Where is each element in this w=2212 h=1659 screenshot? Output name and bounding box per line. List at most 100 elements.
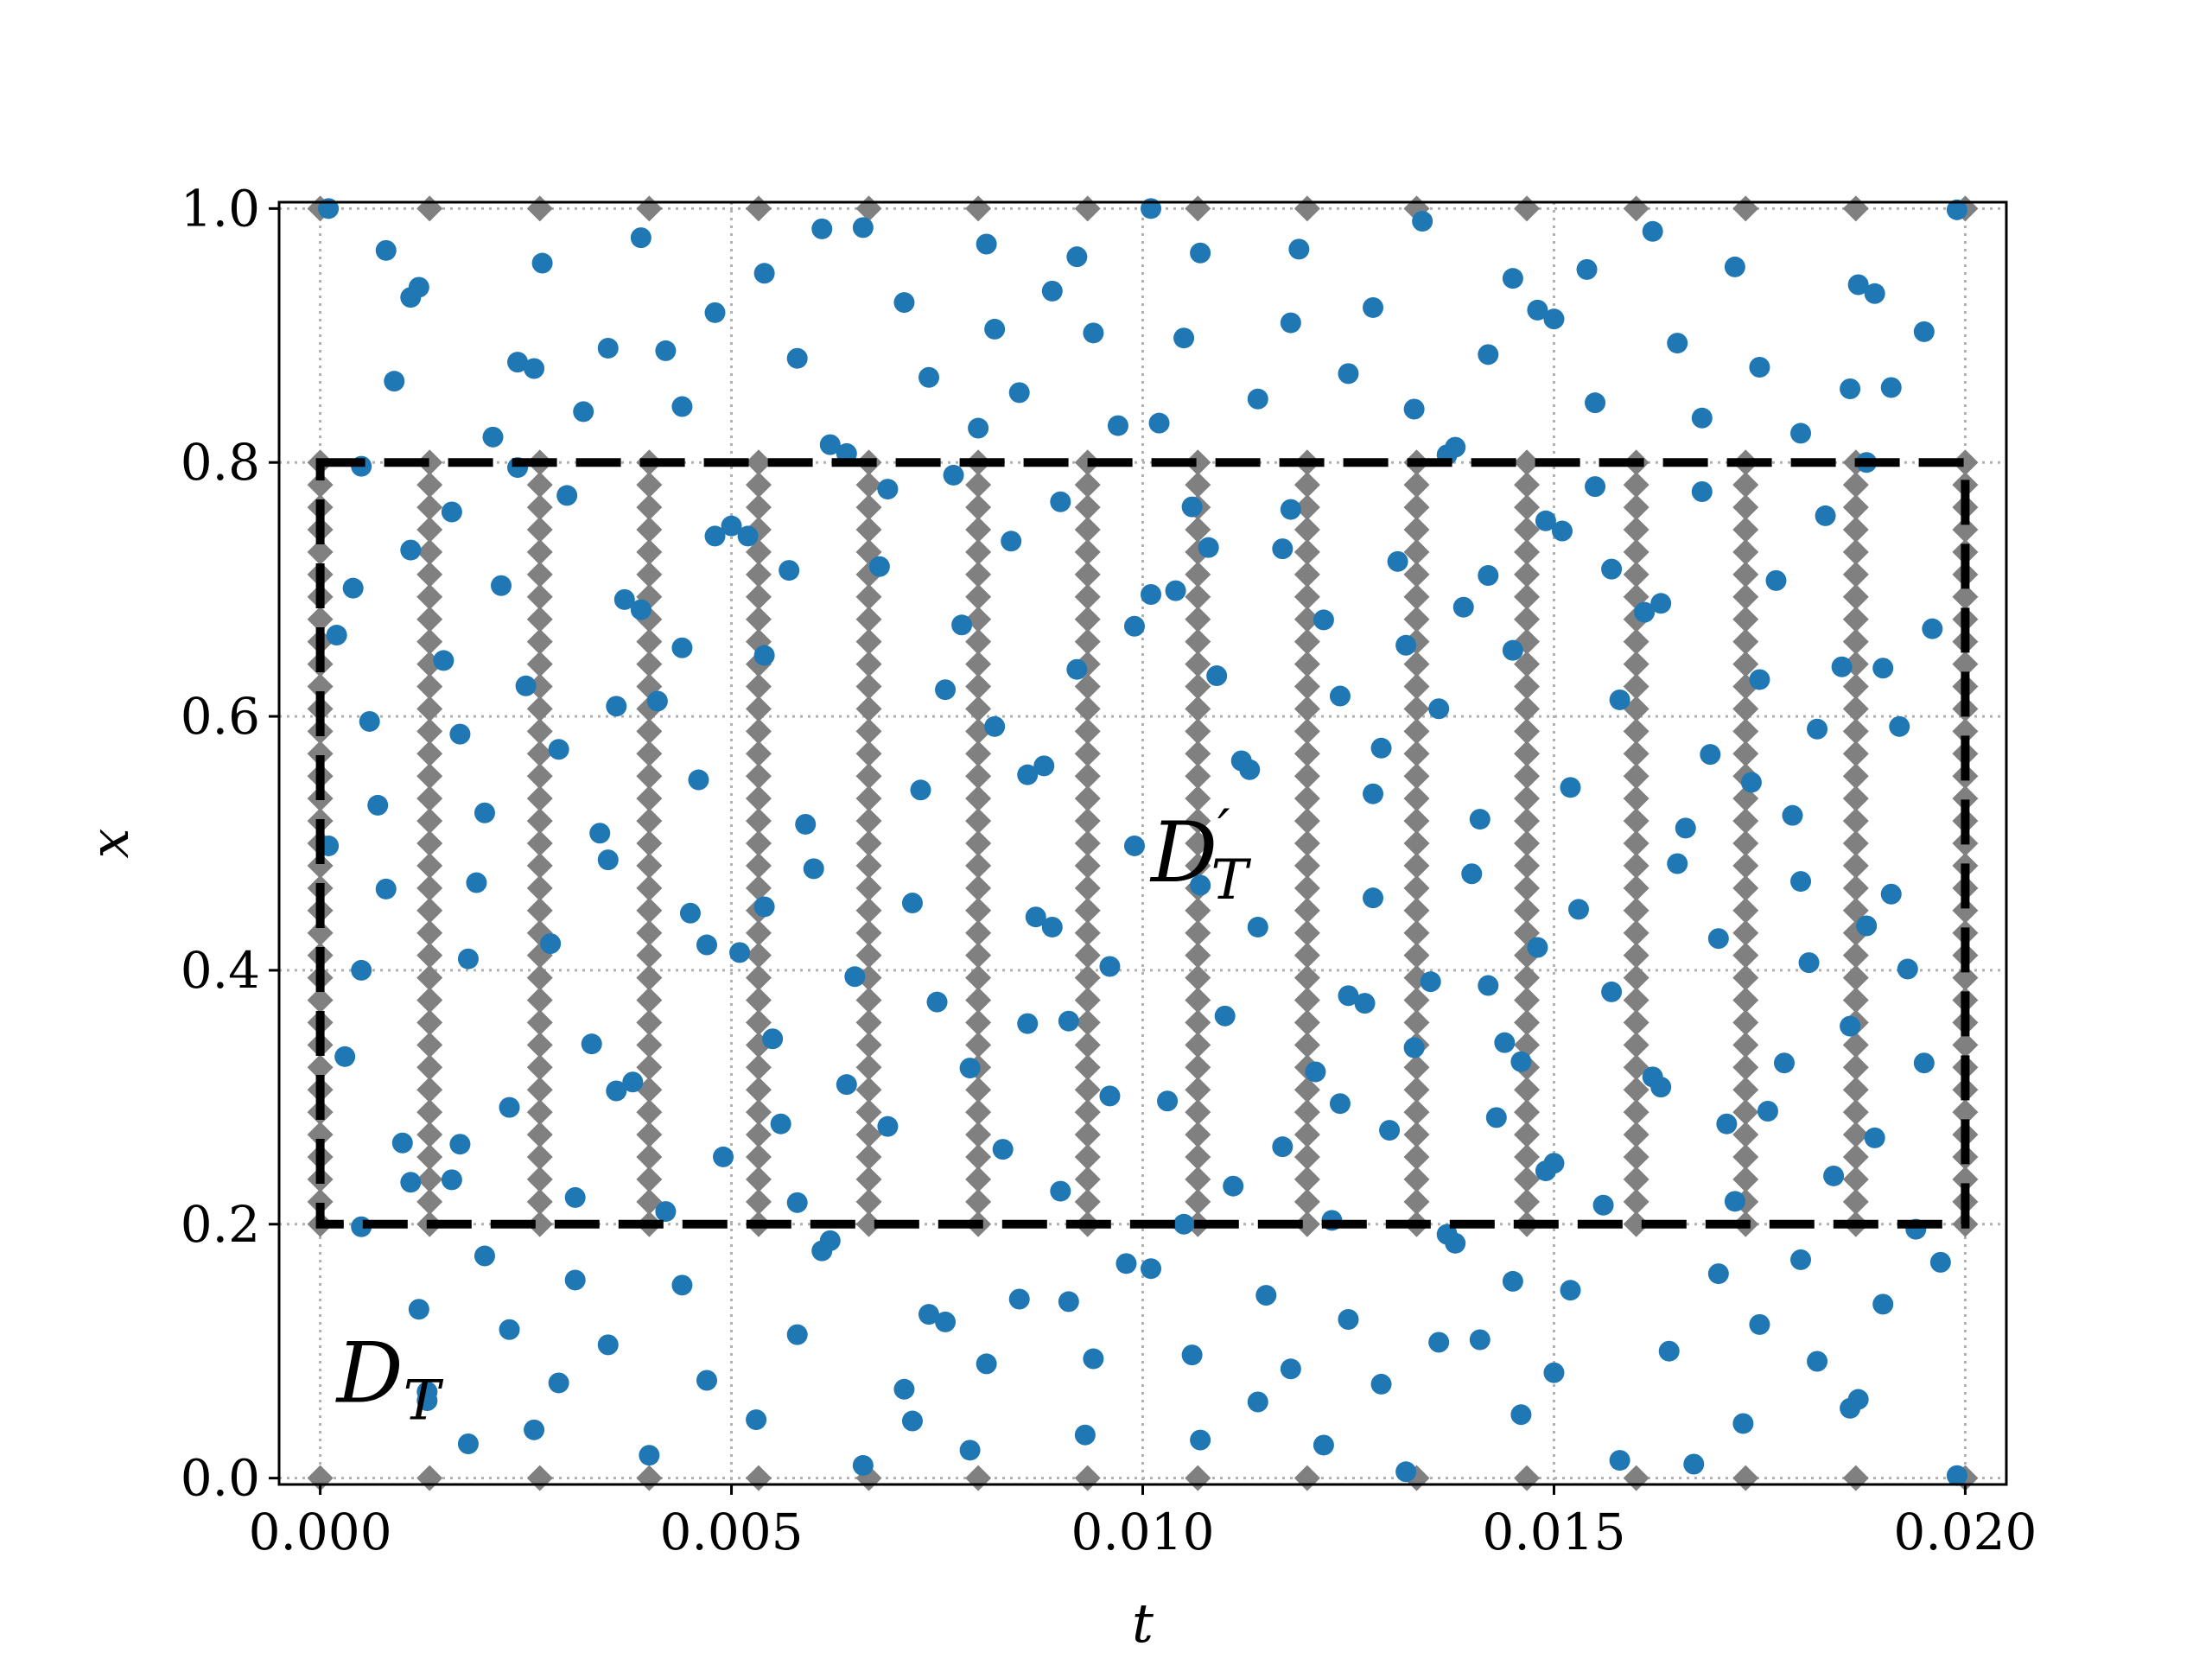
grid-point [1514,1122,1541,1148]
random-point [1141,584,1162,606]
grid-point [307,472,334,499]
grid-point [1074,606,1101,632]
grid-point [1842,494,1869,521]
grid-point [1623,538,1649,565]
random-point [671,1274,693,1296]
random-point [1502,268,1523,289]
random-point [1913,321,1935,342]
grid-point [526,1188,553,1215]
grid-point [1623,763,1649,790]
grid-point [745,1166,772,1192]
random-point [606,696,627,717]
x-tick-label: 0.005 [660,1503,804,1561]
grid-point [1623,964,1649,991]
grid-point [965,673,992,700]
random-point [597,337,619,359]
random-point [1551,520,1573,542]
random-point [901,1410,923,1432]
grid-point [1403,852,1430,879]
grid-point [1732,1009,1759,1036]
random-point [926,991,948,1013]
random-point [482,426,504,448]
grid-point [1294,472,1320,499]
grid-point [965,651,992,677]
grid-point [416,1077,443,1103]
random-point [1313,609,1334,631]
grid-point [855,1188,882,1215]
random-point [1922,618,1943,639]
grid-point [636,852,663,879]
random-point [1757,1101,1778,1122]
random-point [1585,476,1606,498]
grid-point [745,449,772,476]
grid-point [1294,830,1320,856]
grid-point [1514,763,1541,790]
random-point [1790,1249,1812,1270]
random-point [1601,558,1623,580]
grid-point [745,741,772,767]
random-point [441,1169,462,1191]
grid-point [1403,919,1430,946]
grid-point [526,195,553,222]
grid-point [1842,718,1869,745]
random-point [457,1433,479,1454]
random-point [499,1319,520,1340]
grid-point [526,897,553,924]
random-point [729,942,751,963]
grid-point [1294,1211,1320,1237]
grid-point [526,763,553,790]
random-point [1790,423,1812,444]
random-point [1535,510,1556,531]
grid-point [1074,1188,1101,1215]
grid-point [1294,583,1320,610]
grid-point [1732,696,1759,722]
grid-point [636,1122,663,1148]
random-point [613,588,635,610]
random-point [630,227,652,249]
grid-point [1185,516,1211,543]
random-point [786,347,808,369]
grid-point [965,1122,992,1148]
grid-point [636,987,663,1014]
grid-point [745,808,772,835]
random-point [1338,1308,1359,1330]
grid-point [1623,494,1649,521]
grid-point [1952,516,1979,543]
grid-point [1732,1166,1759,1192]
random-point [1083,322,1104,344]
grid-point [1185,472,1211,499]
grid-point [307,1188,334,1215]
grid-point [1185,1099,1211,1126]
grid-point [416,516,443,543]
grid-point [745,763,772,790]
grid-point [1294,1032,1320,1058]
grid-point [416,964,443,991]
random-point [1773,1052,1795,1074]
grid-point [1842,1077,1869,1103]
grid-point [526,1211,553,1237]
grid-point [1403,472,1430,499]
grid-point [855,696,882,722]
random-point [943,464,964,486]
grid-point [1294,919,1320,946]
random-point [779,560,800,582]
random-point [976,1353,997,1375]
grid-point [1732,538,1759,565]
grid-point [526,718,553,745]
grid-point [745,673,772,700]
grid-point [1623,942,1649,969]
axes [269,200,2008,1495]
random-point [433,650,454,671]
random-point [1338,985,1359,1007]
random-point [581,1033,602,1055]
random-point [367,794,389,816]
random-point [1370,737,1392,759]
random-point [1543,308,1565,330]
random-point [1658,1340,1680,1362]
grid-point [1403,1122,1430,1148]
random-point [992,1139,1014,1160]
random-point [1452,596,1474,618]
grid-point [1623,852,1649,879]
random-point [1560,777,1581,798]
grid-point [1514,606,1541,632]
